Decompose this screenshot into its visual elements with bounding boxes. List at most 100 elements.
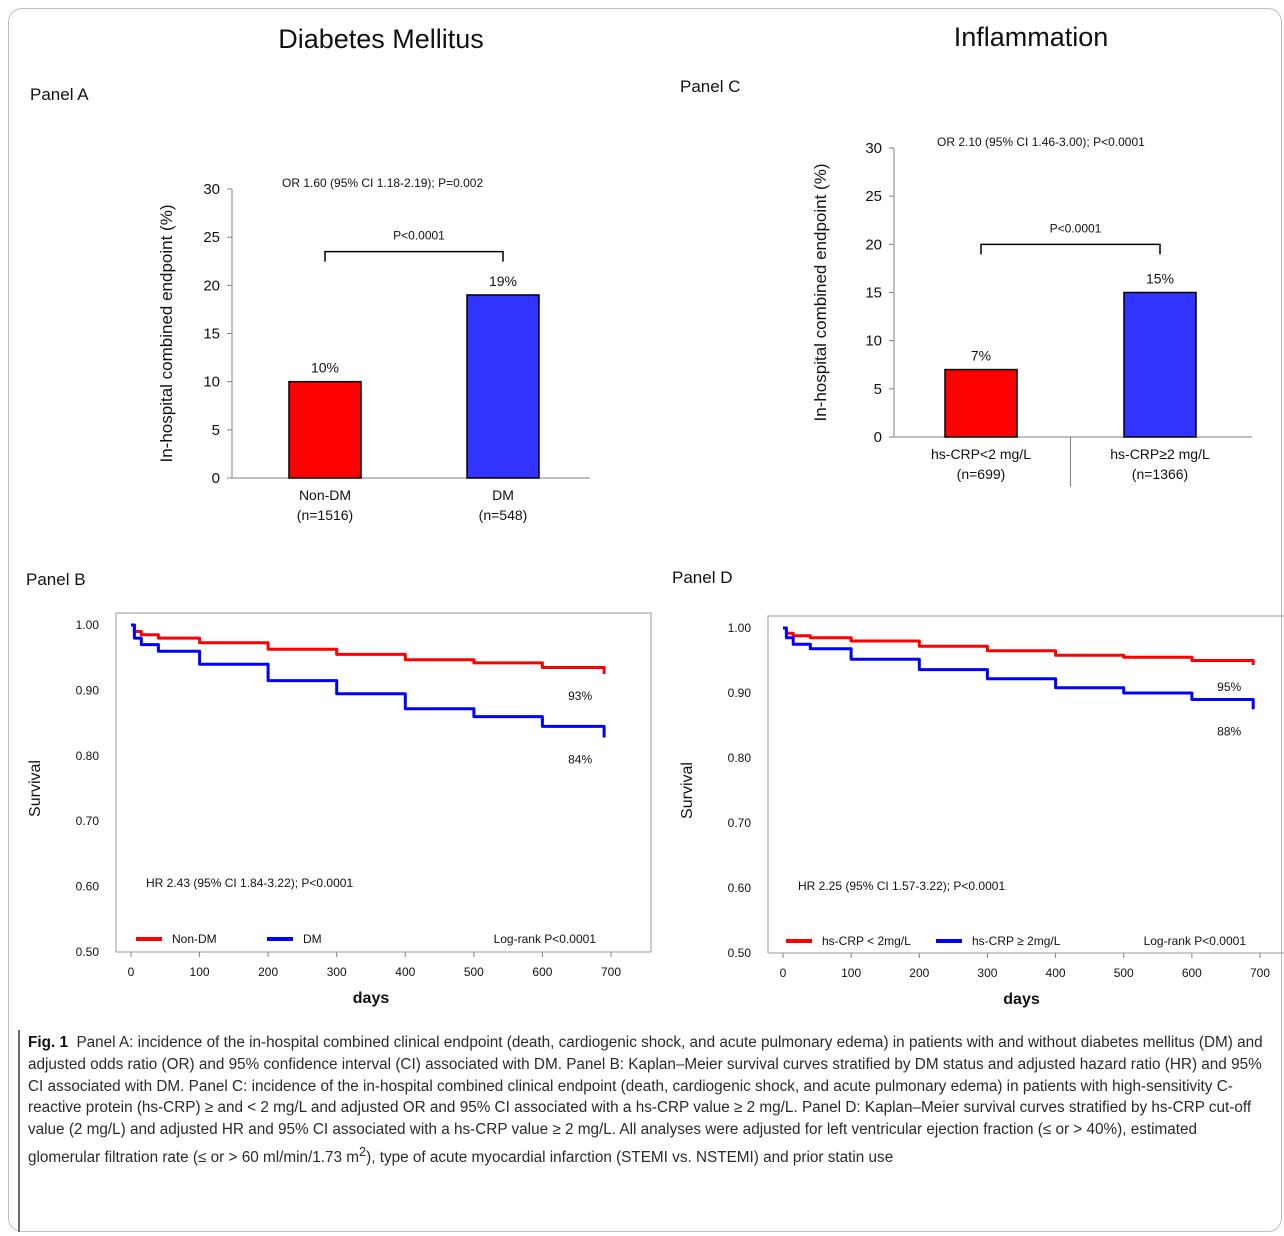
panel-b-end-label: 93% [568, 689, 592, 703]
panel-c-value-label: 15% [1146, 271, 1174, 287]
figure-caption: Fig. 1 Panel A: incidence of the in-hosp… [28, 1032, 1268, 1169]
panel-a-bar [288, 380, 362, 479]
panel-b-y-tick-label: 1.00 [76, 618, 100, 632]
panel-d-survival-curve [783, 626, 1255, 710]
panel-d-survival-chart: 0.50 0.60 0.70 0.80 0.90 1.00 0 100 200 300 400 500… [679, 615, 1284, 1008]
panel-a-value-label: 19% [489, 273, 517, 289]
panel-d-x-tick-label: 300 [977, 966, 997, 980]
panel-b-survival-curve [131, 623, 606, 738]
panel-b-survival-curve [131, 623, 606, 674]
panel-d-y-axis-title: Survival [679, 762, 696, 819]
panel-b-label: Panel B [26, 570, 86, 589]
panel-c-category-n: (n=699) [957, 466, 1006, 482]
panel-c-bar [1123, 291, 1197, 438]
figure-frame [8, 8, 1282, 1232]
panel-a-category-label: Non-DM [299, 487, 351, 503]
panel-a-y-tick-label: 10 [203, 374, 220, 391]
panel-d-y-tick-label: 0.80 [728, 751, 752, 765]
panel-b-legend-label: DM [303, 932, 322, 946]
panel-d-logrank-label: Log-rank P<0.0001 [1144, 934, 1247, 948]
panel-a-significance-bracket [324, 250, 504, 262]
panel-d-y-tick-label: 0.70 [728, 816, 752, 830]
panel-d-y-tick-label: 1.00 [728, 621, 752, 635]
panel-b-x-tick-label: 100 [190, 965, 210, 979]
panel-c-y-tick-label: 10 [865, 333, 882, 350]
panel-c-y-tick-label: 5 [874, 381, 882, 398]
panel-b-x-tick-label: 300 [327, 965, 347, 979]
panel-a-category-n: (n=1516) [297, 507, 353, 523]
panel-b-y-tick-label: 0.70 [76, 814, 100, 828]
panel-d-x-tick-label: 600 [1182, 966, 1202, 980]
panel-d-x-tick-label: 700 [1250, 966, 1270, 980]
panel-a-y-tick-label: 25 [203, 229, 220, 246]
panel-d-legend-label: hs-CRP ≥ 2mg/L [972, 934, 1061, 948]
panel-d-end-label: 95% [1217, 680, 1241, 694]
panel-a-or-annotation: OR 1.60 (95% CI 1.18-2.19); P=0.002 [282, 176, 483, 190]
panel-d-y-tick-label: 0.50 [728, 946, 752, 960]
panel-b-x-tick-label: 0 [128, 965, 135, 979]
panel-b-y-tick-label: 0.60 [76, 880, 100, 894]
panel-a-bar-chart: 0 5 10 15 20 25 30 In-hospital combined endpoin… [157, 176, 590, 523]
panel-b-x-tick-label: 200 [258, 965, 278, 979]
panel-c-y-tick-label: 30 [865, 140, 882, 157]
panel-a-category-n: (n=548) [479, 507, 528, 523]
panel-b-survival-chart: 0.50 0.60 0.70 0.80 0.90 1.00 0 100 200 300 400 500… [27, 612, 652, 1007]
figure-canvas: Diabetes Mellitus Inflammation Panel A P… [26, 22, 1284, 1008]
panel-c-bar [944, 368, 1018, 438]
panel-d-x-tick-label: 500 [1114, 966, 1134, 980]
panel-b-x-tick-label: 700 [601, 965, 621, 979]
panel-b-logrank-label: Log-rank P<0.0001 [494, 932, 597, 946]
left-column-title: Diabetes Mellitus [278, 24, 484, 54]
panel-a-y-tick-label: 5 [212, 422, 220, 439]
panel-b-y-tick-label: 0.50 [76, 945, 100, 959]
panel-c-category-label: hs-CRP≥2 mg/L [1110, 446, 1210, 462]
panel-b-x-axis-title: days [353, 990, 390, 1007]
panel-d-plot-frame [767, 615, 1284, 954]
panel-c-y-axis-title: In-hospital combined endpoint (%) [811, 164, 830, 422]
panel-d-end-label: 88% [1217, 724, 1241, 738]
panel-c-bar-chart: 0 5 10 15 20 25 30 In-hospital combined endpoin… [811, 135, 1252, 487]
panel-a-y-tick-label: 0 [212, 470, 220, 487]
panel-d-x-tick-label: 100 [841, 966, 861, 980]
panel-c-bracket-label: P<0.0001 [1050, 221, 1102, 235]
panel-b-plot-frame [115, 612, 652, 953]
panel-b-y-axis-title: Survival [27, 760, 44, 817]
panel-b-end-label: 84% [568, 752, 592, 766]
panel-c-category-label: hs-CRP<2 mg/L [931, 446, 1031, 462]
panel-a-category-label: DM [492, 487, 514, 503]
panel-b-x-tick-label: 600 [532, 965, 552, 979]
panel-c-value-label: 7% [971, 348, 991, 364]
panel-c-significance-bracket [980, 243, 1161, 255]
panel-d-x-axis-title: days [1003, 991, 1040, 1008]
right-column-title: Inflammation [954, 22, 1109, 52]
panel-c-or-annotation: OR 2.10 (95% CI 1.46-3.00); P<0.0001 [937, 135, 1145, 149]
panel-d-x-tick-label: 200 [909, 966, 929, 980]
caption-text: Panel A: incidence of the in-hospital co… [28, 1034, 1263, 1167]
panel-b-x-tick-label: 400 [395, 965, 415, 979]
panel-c-label: Panel C [680, 77, 740, 96]
panel-a-y-tick-label: 30 [203, 181, 220, 198]
panel-b-y-tick-label: 0.80 [76, 749, 100, 763]
panel-a-y-tick-label: 20 [203, 277, 220, 294]
panel-b-legend-label: Non-DM [172, 932, 217, 946]
panel-b-hr-annotation: HR 2.43 (95% CI 1.84-3.22); P<0.0001 [146, 876, 353, 890]
panel-a-label: Panel A [30, 85, 89, 104]
panel-d-y-tick-label: 0.60 [728, 881, 752, 895]
panel-c-y-tick-label: 0 [874, 429, 882, 446]
panel-d-y-tick-label: 0.90 [728, 686, 752, 700]
panel-d-legend-label: hs-CRP < 2mg/L [822, 934, 911, 948]
panel-d-label: Panel D [672, 568, 732, 587]
panel-c-category-n: (n=1366) [1132, 466, 1188, 482]
panel-c-y-tick-label: 20 [865, 236, 882, 253]
panel-a-y-tick-label: 15 [203, 326, 220, 343]
panel-a-y-axis-title: In-hospital combined endpoint (%) [157, 205, 176, 463]
panel-a-value-label: 10% [311, 360, 339, 376]
caption-rule [18, 1030, 20, 1232]
panel-b-y-tick-label: 0.90 [76, 683, 100, 697]
panel-c-y-tick-label: 15 [865, 285, 882, 302]
panel-d-hr-annotation: HR 2.25 (95% CI 1.57-3.22); P<0.0001 [798, 879, 1005, 893]
panel-d-x-tick-label: 400 [1046, 966, 1066, 980]
caption-label: Fig. 1 [28, 1034, 68, 1051]
panel-b-x-tick-label: 500 [464, 965, 484, 979]
panel-a-bracket-label: P<0.0001 [393, 229, 445, 243]
